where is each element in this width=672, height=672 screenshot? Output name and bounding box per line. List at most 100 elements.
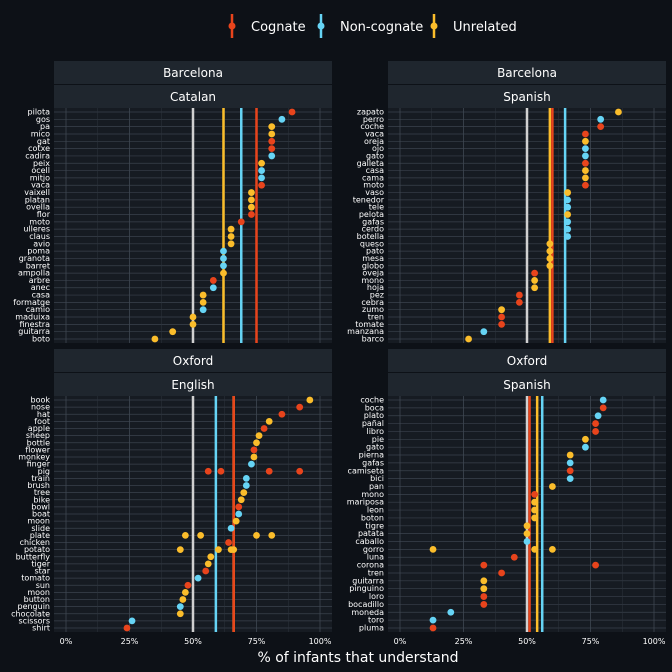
y-tick-label: tele — [369, 203, 384, 212]
y-tick-label: coche — [360, 122, 384, 131]
legend-key-dot — [430, 22, 438, 30]
data-point — [465, 335, 472, 343]
legend-label: Unrelated — [453, 20, 517, 35]
data-point — [225, 539, 232, 546]
data-point — [181, 531, 189, 539]
y-tick-label: tren — [368, 313, 384, 322]
panels: BarcelonaCatalanpilotagospamicogatcotxec… — [11, 61, 666, 646]
strip-bottom — [388, 373, 666, 396]
y-tick-label: tomato — [21, 574, 50, 583]
data-point — [296, 403, 304, 411]
strip-top — [388, 61, 666, 84]
data-point — [176, 610, 184, 618]
data-point — [429, 616, 437, 624]
data-point — [566, 459, 574, 467]
data-point — [498, 306, 505, 314]
y-tick-label: maduixa — [15, 313, 50, 322]
y-tick-label: pinguino — [349, 584, 384, 593]
y-tick-label: galleta — [357, 159, 384, 168]
data-point — [253, 531, 260, 539]
y-tick-label: bottle — [27, 438, 50, 447]
data-point — [248, 189, 255, 196]
y-tick-label: mariposa — [347, 498, 384, 507]
data-point — [515, 298, 523, 306]
y-tick-label: nose — [31, 403, 50, 412]
strip-label-site: Oxford — [507, 354, 547, 368]
y-tick-label: formatge — [13, 298, 50, 307]
y-tick-label: shirt — [32, 624, 50, 633]
legend-label: Cognate — [251, 20, 306, 35]
data-point — [265, 467, 273, 475]
y-tick-label: cebra — [361, 298, 384, 307]
x-tick-label: 50% — [518, 637, 536, 646]
data-point — [235, 503, 243, 511]
data-point — [531, 514, 539, 522]
y-tick-label: peix — [33, 159, 50, 168]
y-tick-label: oveja — [362, 269, 384, 278]
data-point — [582, 137, 589, 145]
data-point — [480, 561, 488, 569]
data-point — [235, 510, 243, 518]
data-point — [546, 240, 554, 248]
data-point — [582, 130, 589, 138]
panel: BarcelonaCatalanpilotagospamicogatcotxec… — [13, 61, 332, 357]
y-tick-label: cerdo — [362, 225, 385, 234]
y-tick-label: avio — [33, 239, 50, 248]
data-point — [248, 460, 255, 468]
data-point — [258, 174, 265, 182]
y-tick-label: cama — [362, 173, 384, 182]
x-tick-label: 75% — [582, 637, 600, 646]
y-tick-label: perro — [363, 115, 384, 124]
data-point — [498, 313, 505, 321]
y-tick-label: sheep — [26, 431, 50, 440]
data-point — [592, 420, 599, 427]
y-tick-label: gat — [37, 137, 50, 146]
data-point — [227, 225, 235, 233]
data-point — [531, 498, 539, 506]
y-tick-label: claus — [29, 232, 50, 241]
data-point — [564, 211, 572, 218]
y-tick-label: pierna — [359, 451, 384, 460]
data-point — [564, 218, 572, 226]
data-point — [189, 313, 197, 321]
y-tick-label: pie — [372, 435, 384, 444]
data-point — [181, 588, 189, 596]
strip-bottom — [54, 373, 332, 396]
strip-label-language: Catalan — [170, 90, 216, 104]
x-tick-label: 25% — [455, 637, 473, 646]
data-point — [220, 269, 227, 277]
y-tick-label: casa — [366, 166, 384, 175]
data-point — [523, 538, 531, 545]
y-tick-label: plato — [364, 411, 384, 420]
data-point — [250, 453, 258, 461]
data-point — [199, 306, 207, 314]
data-point — [582, 181, 589, 189]
y-tick-label: vaixell — [24, 188, 50, 197]
data-point — [447, 608, 455, 616]
data-point — [237, 496, 245, 504]
data-point — [265, 417, 273, 425]
data-point — [209, 284, 217, 292]
data-point — [204, 467, 212, 475]
data-point — [268, 137, 276, 145]
y-tick-label: mono — [361, 276, 384, 285]
y-tick-label: ovella — [26, 203, 50, 212]
legend: Cognate Non-cognate Unrelated — [228, 14, 517, 38]
strip-label-language: Spanish — [503, 90, 550, 104]
data-point — [597, 115, 605, 123]
y-tick-label: gafas — [362, 217, 384, 226]
data-point — [498, 569, 505, 577]
data-point — [510, 553, 518, 561]
y-tick-label: gato — [366, 443, 384, 452]
data-point — [582, 145, 589, 153]
data-point — [549, 545, 556, 553]
y-tick-label: hoja — [367, 283, 384, 292]
y-tick-label: moto — [29, 217, 50, 226]
y-tick-label: ampolla — [18, 269, 50, 278]
x-tick-label: 0% — [394, 637, 407, 646]
y-tick-label: finger — [27, 460, 51, 469]
y-tick-label: arbre — [29, 276, 50, 285]
data-point — [531, 269, 539, 277]
y-tick-label: star — [35, 567, 51, 576]
data-point — [260, 425, 268, 432]
